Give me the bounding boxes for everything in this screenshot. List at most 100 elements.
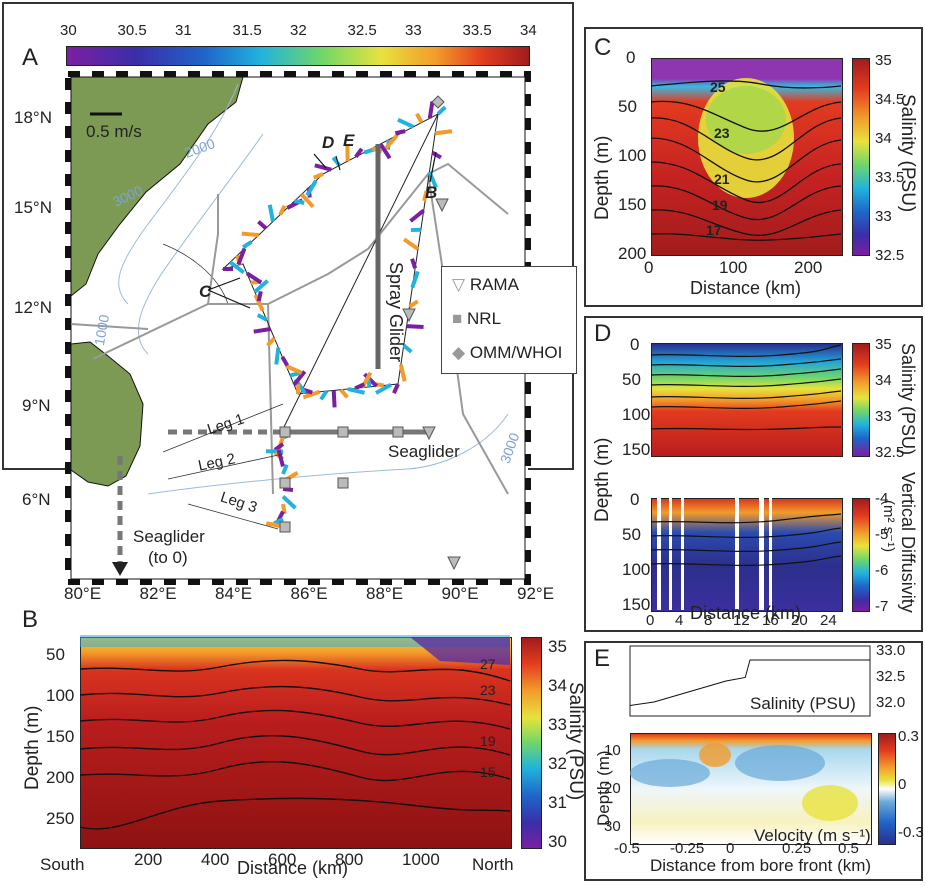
panel-d-upper-ctick-1: 34 xyxy=(875,372,892,389)
velocity-stick xyxy=(305,179,318,197)
panel-e-colorbar xyxy=(878,733,896,845)
panel-e-ytick-2: 30 xyxy=(604,818,621,835)
velocity-stick xyxy=(347,387,366,395)
velocity-stick xyxy=(273,442,285,452)
panel-e-top-ytick-0: 33.0 xyxy=(876,642,906,659)
panel-d-lower-ctick-0: -4 xyxy=(875,490,889,507)
velocity-stick xyxy=(384,134,399,150)
velocity-stick xyxy=(398,364,407,382)
panel-c-contour-23: 23 xyxy=(714,125,730,141)
panel-e-xtick-3: 0.25 xyxy=(782,840,812,857)
legend-rama: ▽ RAMA xyxy=(452,275,519,294)
velocity-stick xyxy=(267,204,275,222)
velocity-stick xyxy=(339,388,349,399)
panel-d-upper-cbar-label: Salinity (PSU) xyxy=(898,343,918,456)
velocity-stick xyxy=(436,105,447,116)
panel-a-letter: A xyxy=(22,44,39,71)
panel-d-xtick-1: 4 xyxy=(675,612,684,629)
panel-b-contour-19: 19 xyxy=(480,733,496,749)
panel-c-xtick-0: 0 xyxy=(644,258,654,277)
panel-d-letter: D xyxy=(594,320,612,347)
panel-c-ctick-3: 33.5 xyxy=(875,169,905,186)
panel-b-contour-15: 15 xyxy=(480,764,496,780)
panel-e-ctick-2: -0.3 xyxy=(898,824,924,841)
panel-c-xtick-1: 100 xyxy=(719,258,748,277)
panel-c-contour-21: 21 xyxy=(714,171,730,187)
panel-c-ctick-1: 34.5 xyxy=(875,91,905,108)
panel-c-cbar-label: Salinity (PSU) xyxy=(897,94,918,213)
panel-d-lower-ytick-1: 50 xyxy=(622,525,641,544)
panel-d-upper-ctick-0: 35 xyxy=(875,336,892,353)
map-colorbar-tick-0: 30 xyxy=(60,22,77,39)
panel-e-xtick-1: -0.25 xyxy=(670,840,705,857)
map-colorbar-tick-1: 30.5 xyxy=(117,22,147,39)
sri-lanka-landmass xyxy=(70,341,144,487)
panel-b-xtick-3: 800 xyxy=(335,850,364,869)
velocity-stick xyxy=(427,101,435,119)
panel-e-letter: E xyxy=(594,645,611,672)
velocity-stick xyxy=(273,517,284,526)
velocity-stick xyxy=(245,271,263,285)
velocity-stick xyxy=(281,463,289,475)
panel-e-ctick-0: 0.3 xyxy=(898,728,919,745)
velocity-stick xyxy=(278,204,287,216)
legend-nrl: ■ NRL xyxy=(452,309,502,328)
panel-d-xtick-5: 20 xyxy=(791,612,808,629)
panel-b-ytick-2: 150 xyxy=(46,727,75,746)
panel-d-upper-colorbar xyxy=(852,343,870,457)
panel-e-ylabel: Depth (m) xyxy=(594,750,613,826)
panel-d-upper-ytick-0: 0 xyxy=(630,335,640,354)
panel-c-ytick-2: 100 xyxy=(618,146,647,165)
velocity-stick xyxy=(434,129,453,136)
velocity-stick xyxy=(354,147,364,159)
panel-c-letter: C xyxy=(594,34,612,61)
panel-b-xtick-1: 400 xyxy=(201,850,230,869)
annotation-e: E xyxy=(343,131,355,150)
velocity-stick xyxy=(236,247,247,266)
panel-b-ctick-2: 33 xyxy=(548,715,567,734)
panel-b-ctick-0: 35 xyxy=(548,637,567,656)
panel-e-xlabel: Distance from bore front (km) xyxy=(650,856,872,875)
panel-b-cbar-label: Salinity (PSU) xyxy=(565,682,586,801)
velocity-stick xyxy=(410,258,418,269)
lon-label-6: 92°E xyxy=(517,584,555,603)
velocity-stick xyxy=(256,290,263,302)
lat-label-15n: 15°N xyxy=(14,198,52,217)
triangle-icon: ▽ xyxy=(452,275,466,294)
salinity-series-line xyxy=(629,659,870,706)
velocity-stick xyxy=(409,208,425,223)
panel-d-lower-cbar-label: Vertical Diffusivity xyxy=(898,472,918,613)
panel-b-colorbar xyxy=(521,637,542,849)
velocity-stick xyxy=(294,199,305,205)
panel-e-velocity-overlay xyxy=(630,743,858,821)
velocity-stick xyxy=(276,449,285,468)
velocity-stick xyxy=(392,383,400,394)
velocity-stick xyxy=(397,117,415,129)
panel-d-xtick-6: 24 xyxy=(820,612,837,629)
lon-label-5: 90°E xyxy=(441,584,479,603)
panel-d-lower-cbar-units: (m² s⁻¹) xyxy=(880,500,897,553)
panel-d-lower-overlay xyxy=(650,498,842,610)
map-legend: ▽ RAMA ■ NRL ◆ OMM/WHOI xyxy=(441,266,577,374)
map-colorbar-tick-3: 31.5 xyxy=(232,22,262,39)
panel-b-letter: B xyxy=(22,606,39,633)
panel-d-upper-ytick-3: 150 xyxy=(622,440,651,459)
velocity-stick xyxy=(280,355,290,367)
panel-e-xtick-0: -0.5 xyxy=(614,840,640,857)
map-colorbar-tick-6: 33 xyxy=(405,22,422,39)
panel-d-lower-ctick-2: -6 xyxy=(875,562,889,579)
panel-b-ytick-3: 200 xyxy=(46,768,75,787)
velocity-stick xyxy=(410,270,420,289)
panel-e-xtick-4: 0.5 xyxy=(838,840,859,857)
panel-b-contours xyxy=(79,635,511,830)
velocity-stick xyxy=(394,129,406,136)
panel-b-ylabel: Depth (m) xyxy=(22,705,43,790)
velocity-stick xyxy=(253,327,271,334)
velocity-stick xyxy=(300,192,315,209)
lon-label-3: 86°E xyxy=(290,584,328,603)
panel-c-ytick-3: 150 xyxy=(618,195,647,214)
square-icon: ■ xyxy=(452,309,463,328)
velocity-stick xyxy=(242,240,253,249)
map-colorbar-tick-5: 32.5 xyxy=(347,22,377,39)
velocity-stick xyxy=(257,220,268,230)
